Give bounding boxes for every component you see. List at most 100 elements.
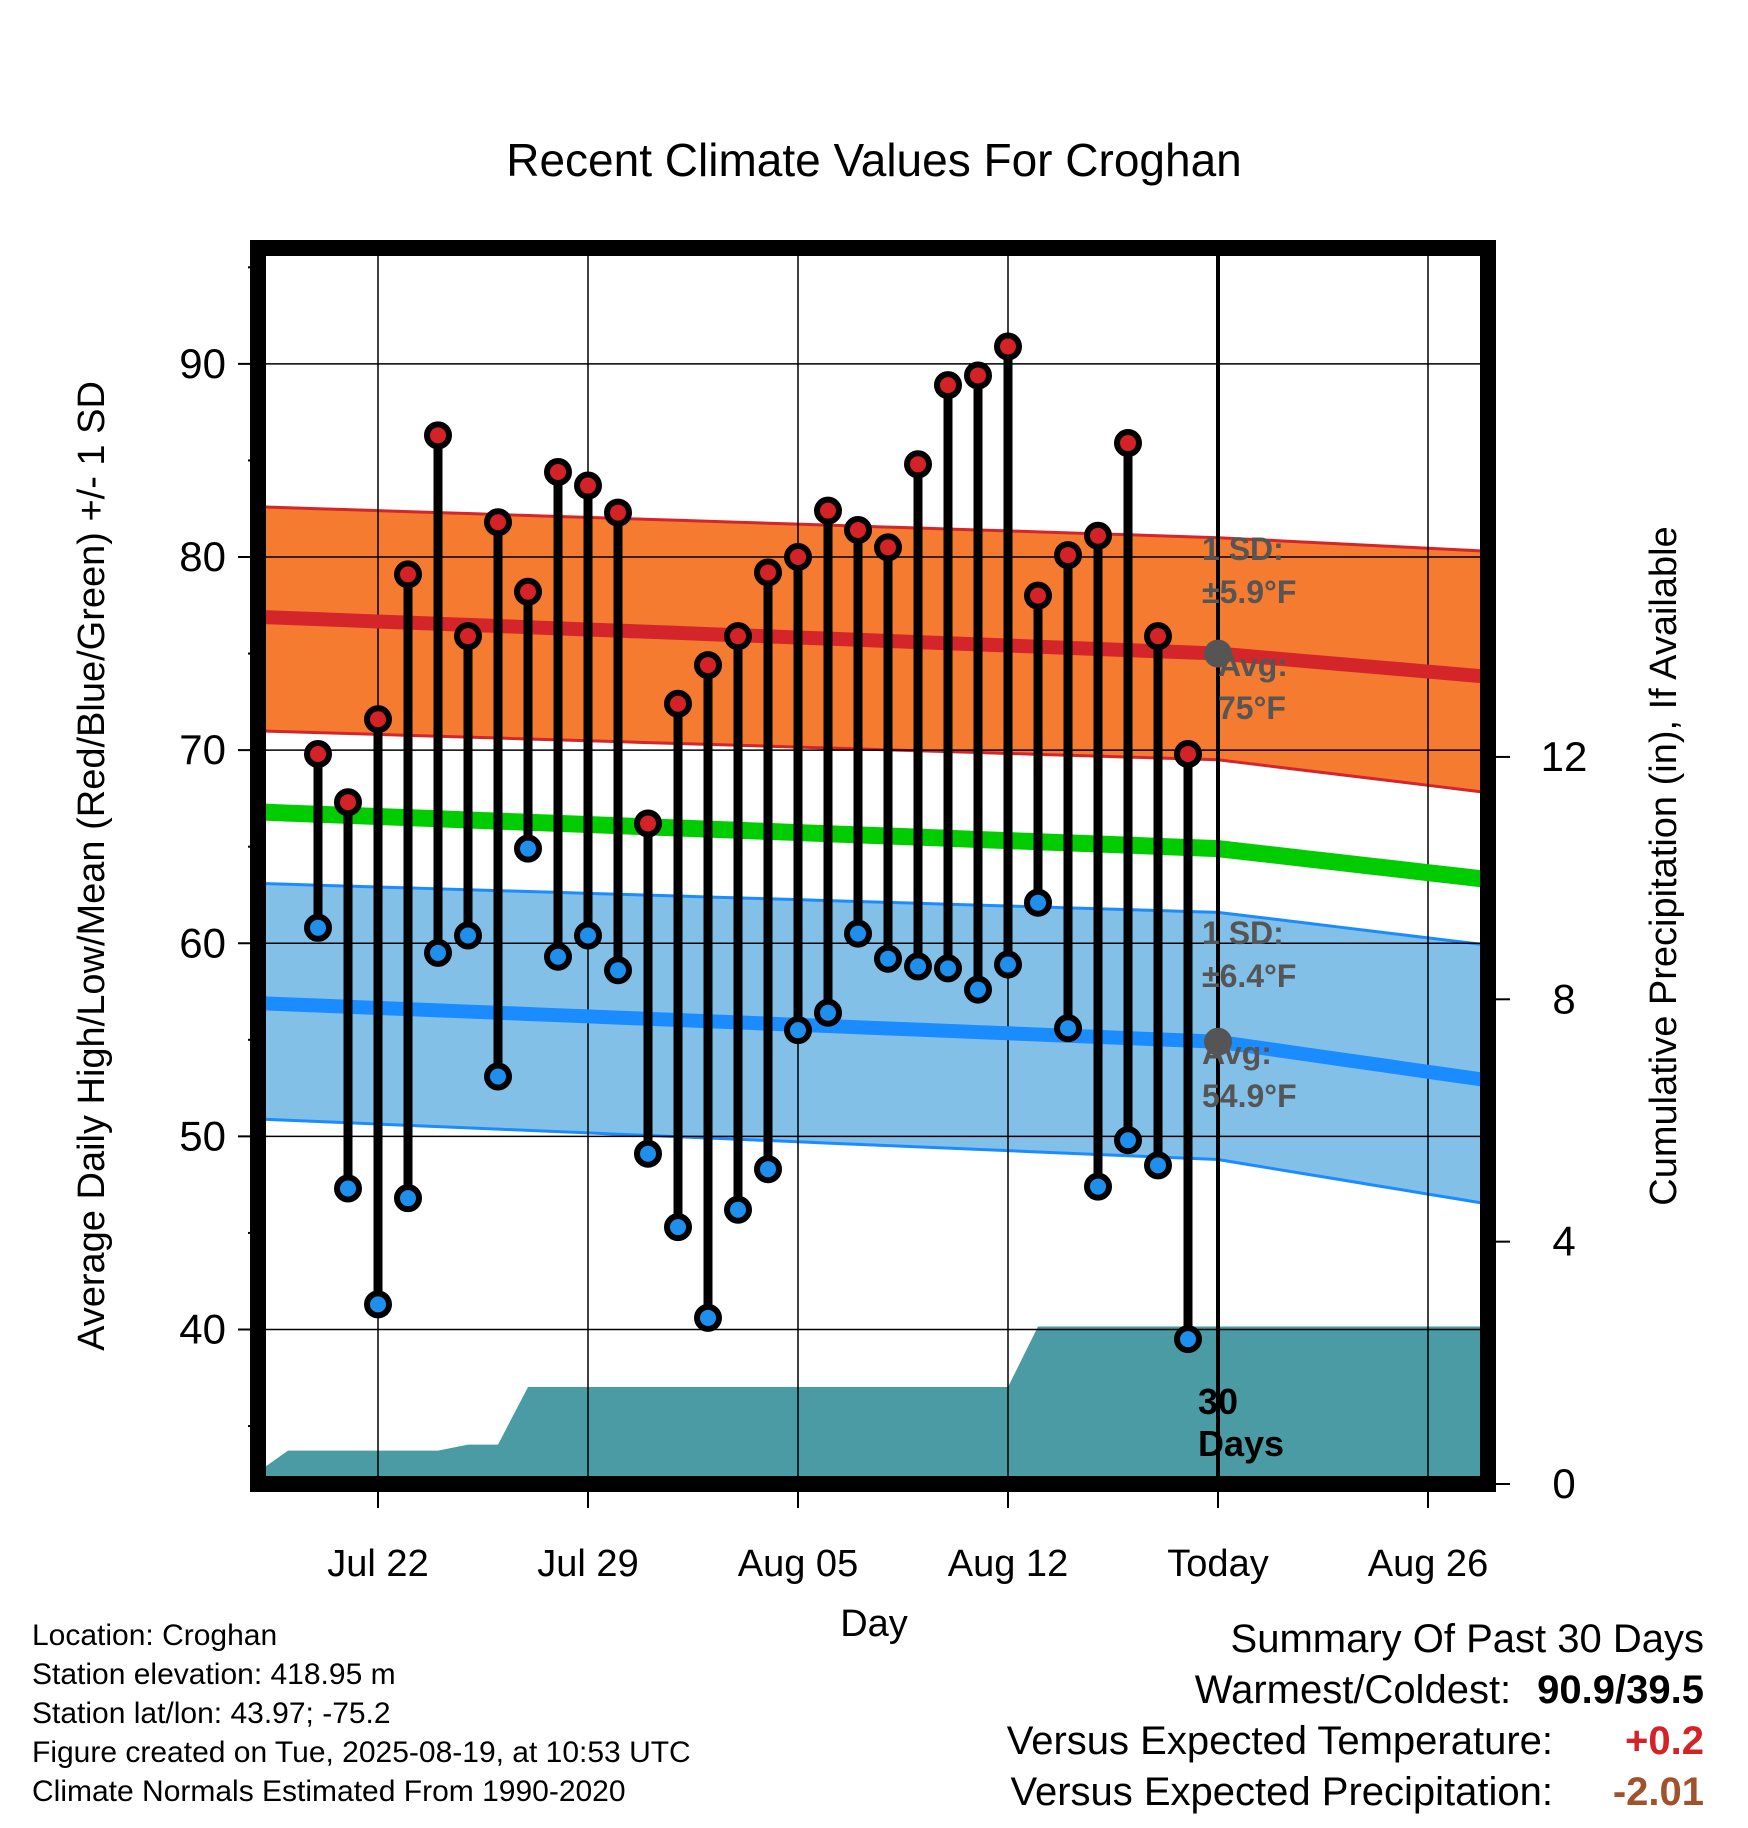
daily-high-marker [634,809,662,838]
high-sd-band [258,506,1488,793]
daily-low-marker [304,913,332,942]
daily-high-marker [484,508,512,537]
y-tick-label: 80 [179,533,226,580]
temp-departure-value: +0.2 [1625,1719,1704,1763]
high-avg-value: 75°F [1218,690,1286,726]
days-word: Days [1198,1423,1284,1464]
x-tick-label: Jul 22 [327,1543,428,1585]
low-sd-upper-line [258,881,1488,947]
y2-tick-label: 8 [1552,975,1575,1022]
daily-high-marker [784,543,812,571]
daily-high-marker [604,498,632,527]
y-tick-label: 40 [179,1306,226,1353]
daily-low-marker [814,998,842,1027]
temp-departure-label: Versus Expected Temperature: [1006,1719,1553,1763]
daily-high-marker [1144,622,1172,651]
daily-low-marker [994,950,1022,979]
temp-departure-row: Versus Expected Temperature: +0.2 [1007,1716,1704,1767]
daily-low-marker [604,956,632,985]
daily-low-marker [364,1290,392,1319]
daily-high-marker [754,558,782,587]
daily-high-marker [574,471,602,500]
daily-high-marker [814,496,842,525]
daily-low-marker [1084,1172,1112,1201]
today-avg-high-marker [1204,639,1232,668]
x-tick-label: Aug 05 [738,1543,858,1585]
daily-low-marker [664,1213,692,1242]
daily-high-marker [1084,521,1112,550]
precip-area [258,1326,1488,1484]
daily-high-marker [844,515,872,544]
normals-text: Climate Normals Estimated From 1990-2020 [32,1775,626,1808]
daily-high-marker [514,577,542,606]
plot-frame [250,240,1496,1492]
plot-area: 1 SD: ±5.9°F Avg: 75°F 1 SD: ±6.4°F Avg: 54.9°F… [258,248,1488,1484]
y2-tick-label: 0 [1552,1460,1575,1507]
high-sd-label: 1 SD: [1202,531,1284,567]
daily-high-marker [454,622,482,651]
x-axis-title: Day [840,1603,908,1645]
days-count: 30 [1198,1381,1238,1422]
low-sd-value: ±6.4°F [1202,958,1296,994]
warmest-coldest-row: Warmest/Coldest: 90.9/39.5 [1007,1665,1704,1716]
daily-low-marker [334,1174,362,1203]
daily-low-marker [634,1139,662,1168]
daily-low-marker [904,952,932,981]
x-tick-label: Aug 12 [948,1543,1068,1585]
daily-low-marker [424,938,452,967]
latlon-text: Station lat/lon: 43.97; -75.2 [32,1697,391,1730]
y2-tick-label: 4 [1552,1218,1575,1265]
daily-high-marker [1054,541,1082,570]
low-sd-label: 1 SD: [1202,915,1284,951]
x-tick-label: Aug 26 [1368,1543,1488,1585]
precip-departure-row: Versus Expected Precipitation: -2.01 [1007,1767,1704,1818]
daily-low-marker [724,1195,752,1224]
x-tick-label: Jul 29 [537,1543,638,1585]
daily-high-marker [934,371,962,400]
high-sd-lower-line [258,729,1488,795]
daily-low-marker [964,975,992,1004]
daily-low-marker [1114,1126,1142,1155]
summary-panel: Summary Of Past 30 Days Warmest/Coldest:… [1007,1614,1704,1818]
daily-high-marker [694,651,722,680]
daily-low-marker [1174,1325,1202,1354]
precip-departure-value: -2.01 [1612,1770,1704,1814]
avg-low-line [258,996,1488,1088]
elevation-text: Station elevation: 418.95 m [32,1658,396,1691]
y-tick-label: 50 [179,1112,226,1159]
low-avg-label: Avg: [1202,1035,1272,1071]
warmest-coldest-label: Warmest/Coldest: [1194,1668,1512,1712]
daily-low-marker [484,1062,512,1091]
precip-departure-label: Versus Expected Precipitation: [1010,1770,1553,1814]
daily-low-marker [874,944,902,973]
daily-high-marker [724,622,752,651]
daily-high-marker [904,450,932,479]
high-avg-label: Avg: [1218,647,1288,683]
daily-low-marker [454,921,482,950]
daily-high-marker [334,788,362,817]
daily-high-marker [364,705,392,734]
daily-high-marker [1024,581,1052,610]
high-sd-value: ±5.9°F [1202,574,1296,610]
daily-low-marker [544,942,572,971]
daily-low-marker [844,919,872,948]
y-tick-label: 60 [179,919,226,966]
summary-heading: Summary Of Past 30 Days [1230,1617,1704,1661]
daily-high-marker [544,458,572,487]
daily-low-marker [784,1016,812,1045]
daily-low-marker [514,834,542,863]
high-sd-upper-line [258,505,1488,553]
daily-high-marker [304,739,332,768]
daily-high-marker [424,421,452,450]
location-text: Location: Croghan [32,1619,278,1652]
daily-high-marker [964,361,992,390]
warmest-coldest-value: 90.9/39.5 [1537,1668,1704,1712]
daily-low-marker [574,921,602,950]
x-tick-label: Today [1167,1543,1268,1585]
chart-title: Recent Climate Values For Croghan [506,134,1241,186]
daily-high-marker [874,533,902,562]
created-text: Figure created on Tue, 2025-08-19, at 10… [32,1736,691,1769]
daily-high-marker [1114,429,1142,458]
y2-axis-title: Cumulative Precipitation (in), If Availa… [1643,526,1685,1205]
daily-low-marker [1054,1014,1082,1043]
